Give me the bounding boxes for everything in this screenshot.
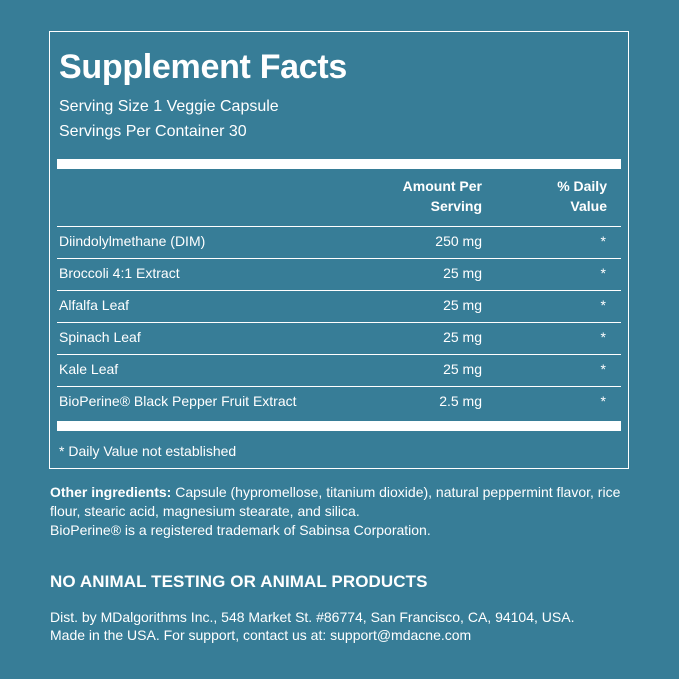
- other-ingredients-label: Other ingredients:: [50, 484, 172, 500]
- ingredient-dv: *: [600, 265, 606, 281]
- table-row: Spinach Leaf 25 mg *: [57, 323, 621, 355]
- ingredient-dv: *: [600, 329, 606, 345]
- panel-title: Supplement Facts: [59, 48, 348, 86]
- table-row: Broccoli 4:1 Extract 25 mg *: [57, 259, 621, 291]
- distributor-info: Dist. by MDalgorithms Inc., 548 Market S…: [50, 608, 650, 644]
- ingredient-name: Diindolylmethane (DIM): [59, 233, 206, 249]
- table-row: Alfalfa Leaf 25 mg *: [57, 291, 621, 323]
- ingredient-name: Broccoli 4:1 Extract: [59, 265, 180, 281]
- ingredient-dv: *: [600, 393, 606, 409]
- table-row: BioPerine® Black Pepper Fruit Extract 2.…: [57, 387, 621, 419]
- row-divider: [57, 258, 621, 259]
- other-ingredients-text: Capsule (hypromellose, titanium dioxide)…: [50, 484, 621, 519]
- bottom-divider-bar: [57, 421, 621, 431]
- row-divider: [57, 354, 621, 355]
- header-rule: [57, 226, 621, 227]
- table-row: Kale Leaf 25 mg *: [57, 355, 621, 387]
- ingredient-amount: 25 mg: [443, 329, 482, 345]
- row-divider: [57, 290, 621, 291]
- ingredient-amount: 250 mg: [435, 233, 482, 249]
- ingredient-name: Spinach Leaf: [59, 329, 141, 345]
- header-amount-per-serving: Amount Per Serving: [403, 176, 482, 216]
- ingredient-amount: 25 mg: [443, 265, 482, 281]
- support-line: Made in the USA. For support, contact us…: [50, 627, 472, 643]
- servings-per-container: Servings Per Container 30: [59, 123, 247, 140]
- supplement-facts-panel: Supplement Facts Serving Size 1 Veggie C…: [49, 31, 629, 469]
- header-daily-value: % Daily Value: [557, 176, 607, 216]
- no-animal-testing-claim: NO ANIMAL TESTING OR ANIMAL PRODUCTS: [50, 572, 428, 591]
- ingredient-amount: 25 mg: [443, 361, 482, 377]
- ingredient-amount: 25 mg: [443, 297, 482, 313]
- ingredient-name: BioPerine® Black Pepper Fruit Extract: [59, 393, 297, 409]
- serving-size: Serving Size 1 Veggie Capsule: [59, 98, 279, 115]
- ingredient-amount: 2.5 mg: [439, 393, 482, 409]
- ingredient-name: Kale Leaf: [59, 361, 119, 377]
- top-divider-bar: [57, 159, 621, 169]
- distributor-line: Dist. by MDalgorithms Inc., 548 Market S…: [50, 609, 575, 625]
- ingredient-dv: *: [600, 361, 606, 377]
- row-divider: [57, 322, 621, 323]
- ingredient-name: Alfalfa Leaf: [59, 297, 130, 313]
- trademark-notice: BioPerine® is a registered trademark of …: [50, 522, 431, 538]
- ingredient-dv: *: [600, 233, 606, 249]
- header-amount-line2: Serving: [430, 198, 482, 214]
- daily-value-footnote: * Daily Value not established: [59, 443, 237, 459]
- table-row: Diindolylmethane (DIM) 250 mg *: [57, 227, 621, 259]
- ingredient-dv: *: [600, 297, 606, 313]
- header-amount-line1: Amount Per: [402, 178, 482, 194]
- header-dv-line1: % Daily: [557, 178, 607, 194]
- row-divider: [57, 386, 621, 387]
- other-ingredients: Other ingredients: Capsule (hypromellose…: [50, 483, 640, 540]
- header-dv-line2: Value: [570, 198, 607, 214]
